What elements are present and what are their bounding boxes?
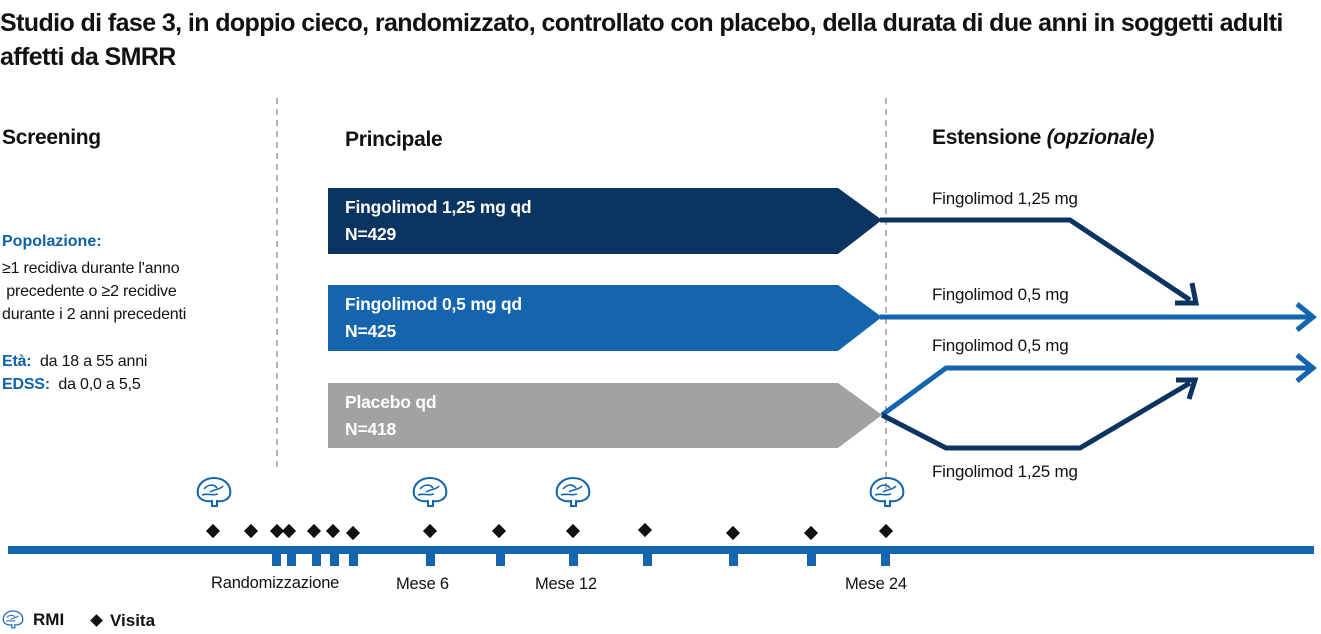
extension-line-125 [880, 217, 1192, 303]
diamond-visit-icon [90, 614, 103, 627]
timeline-label-month6: Mese 6 [396, 575, 449, 593]
phase-extension-label: Estensione [932, 126, 1042, 149]
arm-name: Fingolimod 1,25 mg qd [345, 197, 532, 217]
brain-mri-icon-screening [196, 477, 232, 507]
brain-mri-icon-month6 [412, 477, 448, 507]
population-line-2: precedente o ≥2 recidive [2, 283, 177, 300]
arm-n: N=429 [345, 224, 397, 244]
extension-label-switch-down: Fingolimod 1,25 mg [932, 462, 1078, 481]
arm-arrow-placebo [328, 383, 882, 448]
edss-label: EDSS: [2, 376, 50, 393]
arm-name: Fingolimod 0,5 mg qd [345, 294, 522, 314]
page-title: Studio di fase 3, in doppio cieco, rando… [0, 9, 1283, 71]
phase-extension-note: (opzionale) [1046, 126, 1155, 149]
extension-arrowhead-05 [1295, 302, 1317, 332]
arm-label-fingolimod-125: Fingolimod 1,25 mg qd N=429 [345, 194, 532, 248]
phase-core: Principale [345, 128, 443, 151]
timeline-label-month12: Mese 12 [535, 575, 597, 593]
age-criterion: Età: da 18 a 55 anni [2, 350, 147, 373]
extension-arrowhead-placebo-to-125 [1176, 377, 1199, 400]
brain-mri-icon-month12 [555, 477, 591, 507]
extension-label-middle: Fingolimod 0,5 mg [932, 285, 1069, 304]
extension-line-placebo-to-125 [880, 380, 1192, 451]
phase-extension: Estensione (opzionale) [932, 126, 1154, 150]
arm-n: N=425 [345, 321, 397, 341]
population-line-1: ≥1 recidiva durante l'anno [2, 260, 180, 277]
timeline-ticks [272, 546, 890, 566]
age-label: Età: [2, 353, 32, 370]
brain-mri-icon-month24 [869, 477, 905, 507]
arm-n: N=418 [345, 419, 397, 439]
arm-arrow-fingolimod-125 [328, 188, 882, 254]
brain-mri-icon [2, 610, 24, 629]
arm-label-fingolimod-05: Fingolimod 0,5 mg qd N=425 [345, 291, 522, 345]
population-line-3: durante i 2 anni precedenti [2, 306, 187, 323]
age-value: da 18 a 55 anni [39, 353, 148, 370]
extension-arrowhead-125 [1175, 282, 1200, 306]
timeline-label-randomization: Randomizzazione [211, 574, 340, 592]
legend-visit-label: Visita [110, 611, 156, 630]
phase-screening: Screening [2, 126, 101, 149]
arm-arrow-fingolimod-05 [328, 285, 882, 351]
extension-line-placebo-to-05 [880, 365, 1310, 418]
visit-markers [205, 522, 894, 541]
edss-criterion: EDSS: da 0,0 a 5,5 [2, 373, 141, 396]
timeline-label-month24: Mese 24 [845, 575, 907, 593]
population-heading: Popolazione: [2, 233, 102, 250]
arm-name: Placebo qd [345, 392, 437, 412]
timeline-bar [8, 546, 1314, 554]
extension-label-switch-up: Fingolimod 0,5 mg [932, 336, 1069, 355]
arm-label-placebo: Placebo qd N=418 [345, 389, 437, 443]
legend-mri-label: RMI [33, 610, 65, 629]
edss-value: da 0,0 a 5,5 [58, 376, 141, 393]
extension-arrowhead-placebo-to-05 [1295, 353, 1317, 383]
extension-label-top: Fingolimod 1,25 mg [932, 189, 1078, 208]
